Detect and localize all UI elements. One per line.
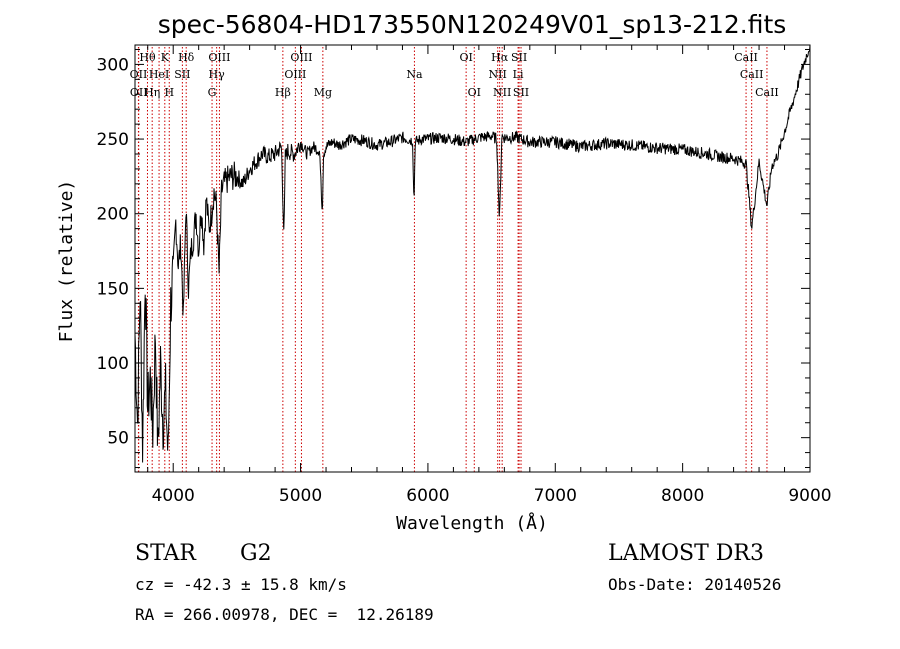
x-tick-label: 4000 [152, 486, 195, 506]
y-axis-label: Flux (relative) [56, 180, 77, 343]
y-tick-label: 250 [97, 130, 129, 150]
y-tick-label: 150 [97, 279, 129, 299]
x-tick-label: 8000 [661, 486, 704, 506]
object-class: STAR [135, 541, 197, 566]
line-label: K [161, 51, 170, 64]
line-label: Hα [491, 51, 509, 64]
line-label: NII [493, 86, 511, 99]
line-label: SII [513, 86, 529, 99]
line-label: OIII [208, 51, 230, 64]
line-label: Hθ [139, 51, 156, 64]
line-label: OI [459, 51, 472, 64]
line-markers [137, 47, 768, 472]
line-label: HeI [149, 68, 169, 81]
plot-frame [134, 44, 811, 473]
x-axis-label: Wavelength (Å) [396, 512, 548, 534]
x-tick-label: 6000 [406, 486, 449, 506]
y-tick-label: 200 [97, 205, 129, 225]
line-label: Li [513, 68, 524, 81]
object-subclass: G2 [240, 541, 272, 566]
line-label: CaII [755, 86, 779, 99]
spectrum-line [134, 44, 811, 463]
coordinates: RA = 266.00978, DEC = 12.26189 [135, 605, 434, 624]
line-label: OIII [290, 51, 312, 64]
y-tick-label: 100 [97, 354, 129, 374]
line-label: CaII [740, 68, 764, 81]
chart-title: spec-56804-HD173550N120249V01_sp13-212.f… [158, 10, 787, 39]
y-tick-label: 50 [107, 429, 129, 449]
y-axis: 50 100 150 200 250 300 [97, 48, 810, 469]
line-label: OIII [284, 68, 306, 81]
line-label: SII [511, 51, 527, 64]
line-label: Mg [314, 86, 332, 99]
line-label: G [208, 86, 217, 99]
obs-date: Obs-Date: 20140526 [608, 575, 781, 594]
line-label: OII [130, 68, 148, 81]
line-label: Na [406, 68, 423, 81]
line-label: H [164, 86, 174, 99]
x-axis: 4000 5000 6000 7000 8000 9000 [147, 45, 832, 506]
line-label: OI [468, 86, 481, 99]
line-label: CaII [734, 51, 758, 64]
line-label: Hη [144, 86, 160, 99]
line-label: Hδ [178, 51, 195, 64]
line-label: NII [489, 68, 507, 81]
line-label: OII [130, 86, 148, 99]
x-tick-label: 7000 [534, 486, 577, 506]
line-label: Hγ [209, 68, 226, 81]
redshift-readout: cz = -42.3 ± 15.8 km/s [135, 575, 347, 594]
survey-name: LAMOST DR3 [608, 541, 764, 566]
x-tick-label: 5000 [279, 486, 322, 506]
line-label: Hβ [275, 86, 291, 99]
line-label: SII [174, 68, 190, 81]
line-labels: HθOIIOIIHηHeIKHSIIHδGHγOIIIHβOIIIOIIIMgN… [130, 51, 779, 99]
x-tick-label: 9000 [788, 486, 831, 506]
y-tick-label: 300 [97, 55, 129, 75]
